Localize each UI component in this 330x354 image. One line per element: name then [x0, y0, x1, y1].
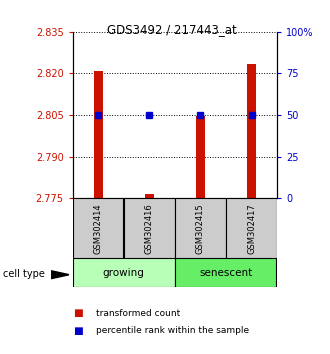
- Text: ■: ■: [73, 326, 82, 336]
- Bar: [175, 198, 226, 258]
- Bar: [73, 258, 175, 287]
- Text: GDS3492 / 217443_at: GDS3492 / 217443_at: [107, 23, 237, 36]
- Bar: [124, 198, 175, 258]
- Bar: [145, 194, 154, 198]
- Bar: [94, 71, 103, 198]
- Bar: [226, 198, 277, 258]
- Bar: [175, 258, 277, 287]
- Text: cell type: cell type: [3, 269, 45, 279]
- Text: senescent: senescent: [199, 268, 253, 278]
- Polygon shape: [51, 271, 69, 279]
- Text: GSM302414: GSM302414: [94, 203, 103, 254]
- Bar: [196, 116, 205, 198]
- Text: transformed count: transformed count: [96, 309, 180, 318]
- Text: GSM302417: GSM302417: [247, 203, 256, 254]
- Text: ■: ■: [73, 308, 82, 318]
- Text: GSM302415: GSM302415: [196, 203, 205, 254]
- Bar: [73, 198, 123, 258]
- Text: GSM302416: GSM302416: [145, 203, 154, 254]
- Text: percentile rank within the sample: percentile rank within the sample: [96, 326, 249, 336]
- Text: growing: growing: [103, 268, 145, 278]
- Bar: [247, 64, 256, 198]
